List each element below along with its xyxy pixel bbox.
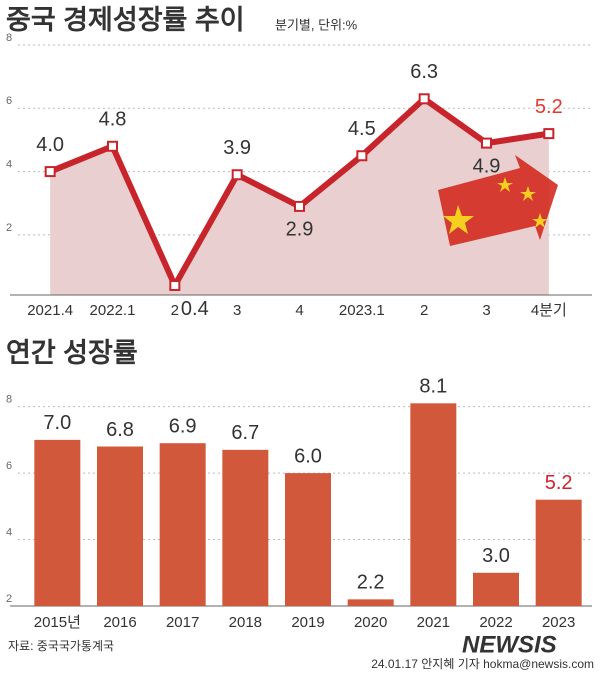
marker xyxy=(169,280,181,292)
x-tick-label: 3 xyxy=(482,302,490,319)
bar xyxy=(410,403,457,606)
y-tick-label: 6 xyxy=(6,460,12,472)
area xyxy=(50,98,549,295)
value-label: 6.0 xyxy=(294,445,322,467)
x-tick-label: 2015년 xyxy=(34,614,81,631)
marker xyxy=(543,128,555,140)
marker xyxy=(481,137,492,149)
y-tick-label: 2 xyxy=(6,593,12,605)
x-tick-label: 2 xyxy=(171,302,179,319)
value-label: 8.1 xyxy=(419,376,447,398)
x-tick-label: 2 xyxy=(420,302,428,319)
value-label: 2.9 xyxy=(286,219,314,241)
x-tick-label: 4 xyxy=(295,302,303,319)
chart-title: 연간 성장률 xyxy=(6,338,138,368)
value-label: 2.2 xyxy=(357,572,385,594)
x-tick-label: 2017 xyxy=(166,614,199,631)
x-tick-label: 2018 xyxy=(229,614,262,631)
marker xyxy=(418,93,430,105)
bar xyxy=(473,572,519,606)
bar xyxy=(347,599,394,606)
value-label: 6.7 xyxy=(231,422,259,444)
bar xyxy=(222,449,269,606)
x-tick-label: 2023 xyxy=(542,614,575,631)
value-label: 5.2 xyxy=(535,96,563,118)
flag-arrow xyxy=(438,155,558,246)
y-tick-label: 2 xyxy=(6,222,12,234)
x-tick-label: 4분기 xyxy=(531,302,567,319)
value-label: 4.9 xyxy=(473,155,501,177)
bar xyxy=(535,499,582,606)
x-tick-label: 3 xyxy=(233,302,241,319)
y-tick-label: 8 xyxy=(6,394,12,406)
value-label: 0.4 xyxy=(181,298,209,320)
chart-subtitle: 분기별, 단위:% xyxy=(275,17,358,32)
marker xyxy=(44,166,56,178)
bar xyxy=(159,443,206,606)
x-tick-label: 2021.4 xyxy=(27,302,73,319)
marker xyxy=(107,140,118,152)
value-label: 4.0 xyxy=(36,134,64,156)
value-label: 3.9 xyxy=(223,137,251,159)
value-label: 4.5 xyxy=(348,118,376,140)
x-tick-label: 2023.1 xyxy=(339,302,385,319)
value-label: 5.2 xyxy=(545,472,573,494)
y-tick-label: 4 xyxy=(6,526,12,538)
value-label: 6.9 xyxy=(169,415,197,437)
value-label: 3.0 xyxy=(482,545,510,567)
value-label: 7.0 xyxy=(43,412,71,434)
y-tick-label: 8 xyxy=(6,32,12,44)
x-tick-label: 2019 xyxy=(291,614,324,631)
x-tick-label: 2021 xyxy=(417,614,450,631)
watermark: NEWSIS xyxy=(462,631,557,658)
value-label: 6.3 xyxy=(410,61,438,83)
x-tick-label: 2022.1 xyxy=(90,302,136,319)
y-tick-label: 6 xyxy=(6,95,12,107)
x-tick-label: 2020 xyxy=(354,614,387,631)
value-label: 4.8 xyxy=(99,109,127,131)
credit: 24.01.17 안지혜 기자 hokma@newsis.com xyxy=(371,657,594,671)
marker xyxy=(231,169,243,181)
bar xyxy=(97,446,143,606)
bar xyxy=(285,473,331,606)
x-tick-label: 2022 xyxy=(479,614,512,631)
source: 자료: 중국국가통계국 xyxy=(8,639,114,653)
chart-title: 중국 경제성장률 추이 xyxy=(6,5,245,35)
value-label: 6.8 xyxy=(106,419,134,441)
y-tick-label: 4 xyxy=(6,158,12,170)
x-tick-label: 2016 xyxy=(103,614,136,631)
bar xyxy=(34,439,81,606)
marker xyxy=(356,150,368,162)
marker xyxy=(294,200,305,212)
